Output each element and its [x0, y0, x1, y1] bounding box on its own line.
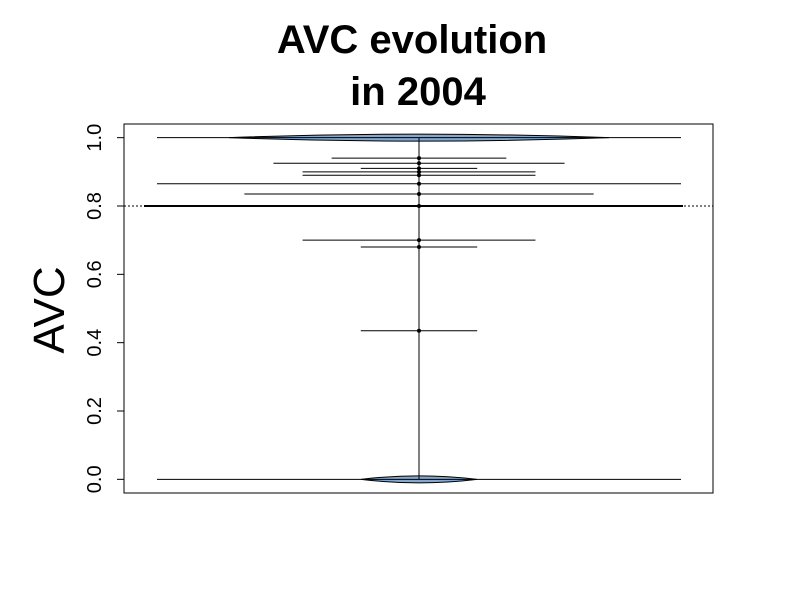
observation-point-5 — [417, 173, 421, 178]
y-tick-label-3: 0.6 — [84, 260, 106, 288]
observation-point-3 — [417, 166, 421, 171]
observation-point-2 — [417, 161, 421, 166]
observation-point-9 — [417, 238, 421, 243]
y-tick-label-0: 0.0 — [84, 465, 106, 493]
observation-point-1 — [417, 156, 421, 161]
observation-point-10 — [417, 245, 421, 249]
observation-point-7 — [417, 192, 421, 197]
chart-title-line-2: in 2004 — [350, 70, 486, 114]
observation-point-4 — [417, 169, 421, 174]
chart-title-line-1: AVC evolution — [277, 18, 547, 62]
observation-point-11 — [417, 328, 421, 333]
y-axis: 0.0 0.2 0.4 0.6 0.8 1.0 — [84, 124, 125, 493]
y-tick-label-2: 0.4 — [84, 329, 106, 357]
y-tick-label-5: 1.0 — [84, 124, 106, 152]
observation-lines — [124, 137, 713, 480]
y-tick-label-4: 0.8 — [84, 192, 106, 220]
observation-point-6 — [417, 181, 421, 186]
plot-area-frame — [123, 123, 714, 494]
y-tick-label-1: 0.2 — [84, 397, 106, 425]
y-axis-label: AVC — [25, 266, 74, 353]
